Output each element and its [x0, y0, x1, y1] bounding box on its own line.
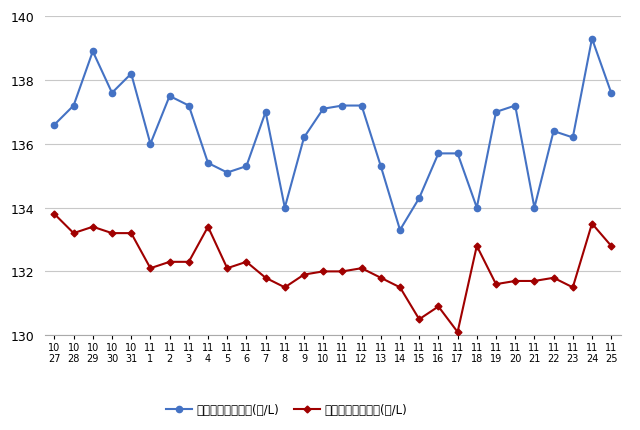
ハイオク看板価格(円/L) [339, 104, 346, 109]
ハイオク実売価格(円/L) [435, 304, 442, 309]
ハイオク看板価格(円/L) [70, 104, 77, 109]
ハイオク看板価格(円/L) [588, 37, 596, 42]
ハイオク看板価格(円/L) [415, 196, 423, 201]
ハイオク看板価格(円/L) [89, 49, 97, 55]
ハイオク看板価格(円/L) [607, 91, 615, 96]
Line: ハイオク看板価格(円/L): ハイオク看板価格(円/L) [51, 37, 614, 233]
ハイオク実売価格(円/L) [588, 221, 596, 227]
ハイオク看板価格(円/L) [492, 110, 500, 115]
ハイオク看板価格(円/L) [166, 94, 173, 99]
ハイオク看板価格(円/L) [358, 104, 365, 109]
ハイオク実売価格(円/L) [339, 269, 346, 274]
ハイオク実売価格(円/L) [185, 260, 193, 265]
ハイオク実売価格(円/L) [492, 282, 500, 287]
ハイオク実売価格(円/L) [89, 224, 97, 230]
ハイオク看板価格(円/L) [531, 206, 538, 211]
ハイオク看板価格(円/L) [569, 135, 577, 141]
ハイオク実売価格(円/L) [377, 276, 385, 281]
ハイオク実売価格(円/L) [511, 279, 519, 284]
ハイオク実売価格(円/L) [51, 212, 58, 217]
ハイオク看板価格(円/L) [435, 151, 442, 157]
ハイオク実売価格(円/L) [319, 269, 327, 274]
ハイオク看板価格(円/L) [319, 107, 327, 112]
ハイオク看板価格(円/L) [147, 142, 154, 147]
Line: ハイオク実売価格(円/L): ハイオク実売価格(円/L) [52, 212, 614, 335]
ハイオク看板価格(円/L) [454, 151, 461, 157]
ハイオク看板価格(円/L) [550, 129, 557, 134]
ハイオク実売価格(円/L) [262, 276, 269, 281]
ハイオク看板価格(円/L) [377, 164, 385, 169]
ハイオク実売価格(円/L) [108, 231, 116, 236]
ハイオク看板価格(円/L) [300, 135, 308, 141]
ハイオク実売価格(円/L) [300, 272, 308, 277]
ハイオク実売価格(円/L) [70, 231, 77, 236]
ハイオク実売価格(円/L) [223, 266, 231, 271]
ハイオク看板価格(円/L) [223, 171, 231, 176]
ハイオク看板価格(円/L) [185, 104, 193, 109]
ハイオク看板価格(円/L) [51, 123, 58, 128]
ハイオク看板価格(円/L) [396, 228, 404, 233]
Legend: ハイオク看板価格(円/L), ハイオク実売価格(円/L): ハイオク看板価格(円/L), ハイオク実売価格(円/L) [161, 399, 412, 421]
ハイオク看板価格(円/L) [204, 161, 212, 166]
ハイオク看板価格(円/L) [243, 164, 250, 169]
ハイオク実売価格(円/L) [204, 224, 212, 230]
ハイオク実売価格(円/L) [147, 266, 154, 271]
ハイオク実売価格(円/L) [550, 276, 557, 281]
ハイオク看板価格(円/L) [127, 72, 135, 77]
ハイオク実売価格(円/L) [166, 260, 173, 265]
ハイオク実売価格(円/L) [473, 244, 481, 249]
ハイオク看板価格(円/L) [473, 206, 481, 211]
ハイオク実売価格(円/L) [531, 279, 538, 284]
ハイオク実売価格(円/L) [358, 266, 365, 271]
ハイオク実売価格(円/L) [415, 317, 423, 322]
ハイオク看板価格(円/L) [262, 110, 269, 115]
ハイオク実売価格(円/L) [396, 285, 404, 290]
ハイオク看板価格(円/L) [281, 206, 289, 211]
ハイオク実売価格(円/L) [607, 244, 615, 249]
ハイオク実売価格(円/L) [127, 231, 135, 236]
ハイオク看板価格(円/L) [108, 91, 116, 96]
ハイオク実売価格(円/L) [281, 285, 289, 290]
ハイオク実売価格(円/L) [243, 260, 250, 265]
ハイオク実売価格(円/L) [569, 285, 577, 290]
ハイオク実売価格(円/L) [454, 330, 461, 335]
ハイオク看板価格(円/L) [511, 104, 519, 109]
